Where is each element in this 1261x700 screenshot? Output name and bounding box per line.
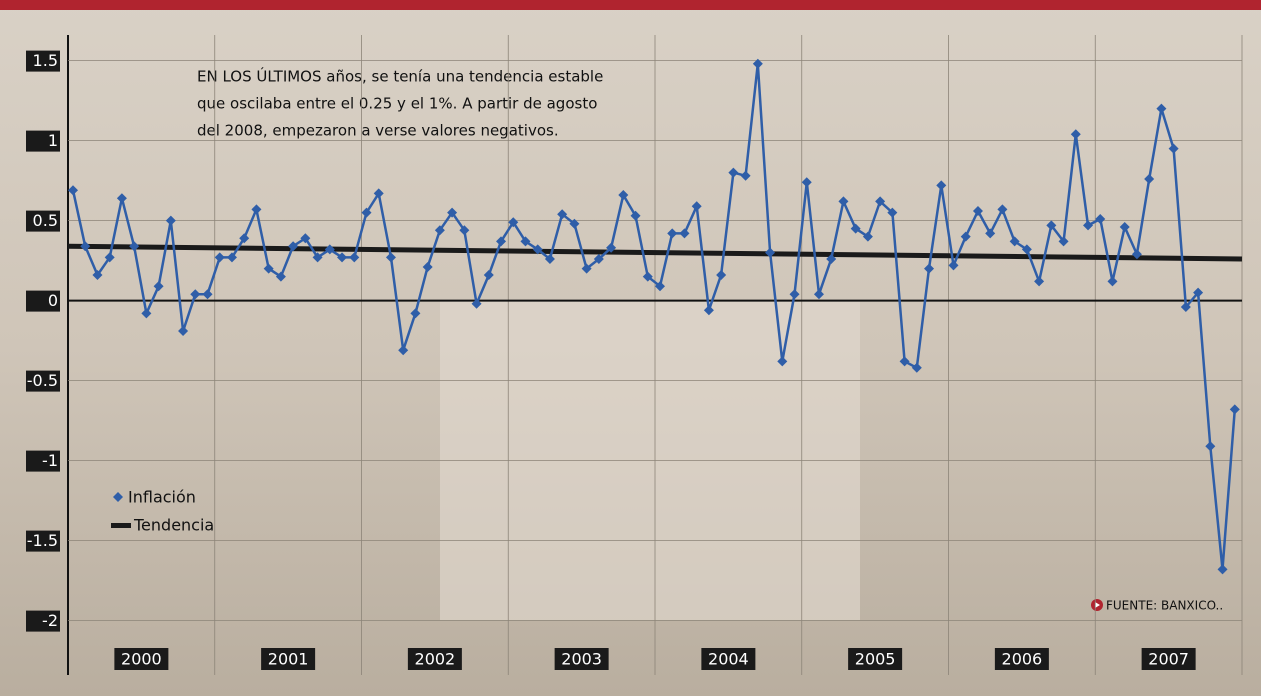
x-tick-label: 2007 xyxy=(1148,650,1189,669)
y-tick-label: 0.5 xyxy=(33,211,58,230)
legend-label: Inflación xyxy=(128,488,196,507)
y-tick-label: -1 xyxy=(42,451,58,470)
source: FUENTE: BANXICO.. xyxy=(1106,599,1223,613)
x-tick-label: 2005 xyxy=(855,650,896,669)
x-tick-label: 2001 xyxy=(268,650,309,669)
y-tick-label: -0.5 xyxy=(27,371,58,390)
legend-marker xyxy=(111,523,131,528)
building xyxy=(440,300,860,620)
top-band xyxy=(0,0,1261,10)
annotation-line: que oscilaba entre el 0.25 y el 1%. A pa… xyxy=(197,95,597,113)
y-tick-label: 1 xyxy=(48,131,58,150)
annotation-line: del 2008, empezaron a verse valores nega… xyxy=(197,122,559,140)
x-tick-label: 2006 xyxy=(1002,650,1043,669)
annotation: EN LOS ÚLTIMOS años, se tenía una tenden… xyxy=(197,67,603,140)
y-tick-label: 0 xyxy=(48,291,58,310)
x-tick-label: 2004 xyxy=(708,650,749,669)
y-tick-label: 1.5 xyxy=(33,51,58,70)
y-tick-label: -2 xyxy=(42,611,58,630)
x-tick-label: 2000 xyxy=(121,650,162,669)
x-tick-label: 2002 xyxy=(415,650,456,669)
chart: EN LOS ÚLTIMOS años, se tenía una tenden… xyxy=(0,0,1261,696)
y-tick-label: -1.5 xyxy=(27,531,58,550)
annotation-line: EN LOS ÚLTIMOS años, se tenía una tenden… xyxy=(197,67,603,86)
x-tick-label: 2003 xyxy=(561,650,602,669)
legend-label: Tendencia xyxy=(133,516,214,535)
